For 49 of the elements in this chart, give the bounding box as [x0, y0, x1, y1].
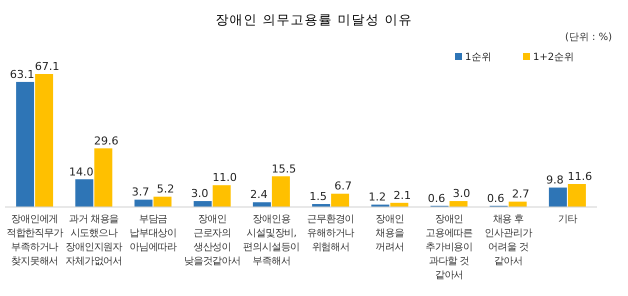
data-label: 15.5 — [272, 162, 296, 176]
bar — [272, 176, 290, 207]
data-label: 14.0 — [69, 165, 94, 178]
data-label: 5.2 — [156, 182, 174, 196]
x-tick-label: 기타 — [558, 214, 578, 225]
chart-title: 장애인 의무고용률 미달성 이유 — [215, 13, 413, 28]
bar — [134, 200, 152, 207]
data-label: 1.2 — [368, 190, 386, 204]
x-tick-label: 장애인 채용을 꺼려서 — [376, 214, 404, 253]
bar — [331, 194, 350, 207]
data-label: 0.6 — [486, 192, 504, 205]
bar — [194, 201, 212, 207]
data-label: 9.8 — [546, 174, 564, 187]
data-label: 11.6 — [568, 170, 592, 184]
bar — [75, 179, 94, 207]
data-label: 6.7 — [334, 180, 352, 193]
x-tick-label: 근무환경이 유해하거나 위험해서 — [307, 214, 355, 253]
data-label: 3.7 — [132, 186, 150, 199]
x-tick-label: 장애인 근로자의 생산성이 낮을것같아서 — [184, 214, 240, 267]
data-label: 3.0 — [190, 187, 208, 200]
data-label: 0.6 — [428, 192, 446, 205]
text: (단위 : %) — [564, 32, 612, 43]
data-label: 29.6 — [94, 134, 119, 148]
bar — [35, 74, 54, 207]
data-label: 11.0 — [212, 171, 237, 184]
x-tick-label: 부담금 납부대상이 아님에따라 — [129, 214, 178, 253]
x-tick-label: 채용 후 인사관리가 어려울 것 같아서 — [484, 214, 532, 267]
data-label: 3.0 — [452, 187, 470, 200]
bar — [508, 202, 527, 207]
bar — [16, 82, 34, 207]
data-label: 67.1 — [34, 60, 60, 73]
bar — [212, 185, 231, 207]
data-label: 2.4 — [250, 188, 268, 202]
data-label: 1.5 — [309, 190, 327, 204]
data-label: 2.1 — [394, 188, 412, 202]
bar — [568, 184, 586, 207]
x-tick-label: 과거 채용을 시도했으나 장애인지원자 자체가없어서 — [66, 214, 123, 267]
x-tick-label: 장애인 고용에따른 추가비용이 과다할 것 같아서 — [425, 214, 474, 281]
data-label: 63.1 — [10, 68, 34, 81]
x-tick-label: 장애인에게 적합한직무가 부족하거나 찾지못해서 — [6, 214, 64, 267]
legend-label: 1순위 — [465, 52, 492, 63]
bar — [154, 196, 172, 207]
data-label: 2.7 — [512, 188, 530, 201]
bar — [252, 202, 271, 207]
bar — [94, 148, 112, 207]
bar — [548, 188, 567, 207]
x-tick-label: 장애인용 시설및장비, 편의시설등이 부족해서 — [243, 214, 300, 267]
bar — [450, 201, 468, 207]
legend-label: 1+2순위 — [533, 52, 574, 63]
